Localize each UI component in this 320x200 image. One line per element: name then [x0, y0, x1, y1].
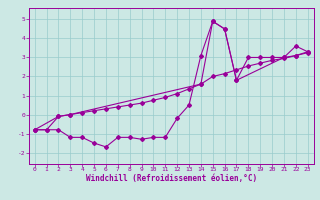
X-axis label: Windchill (Refroidissement éolien,°C): Windchill (Refroidissement éolien,°C)	[86, 174, 257, 183]
